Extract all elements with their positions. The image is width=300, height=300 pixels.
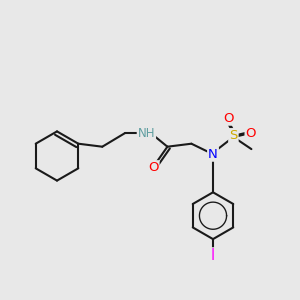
Text: NH: NH [138,127,155,140]
Text: S: S [229,129,238,142]
Text: N: N [208,148,218,161]
Text: O: O [148,161,159,174]
Text: O: O [223,112,233,125]
Text: O: O [246,127,256,140]
Text: I: I [211,248,215,263]
